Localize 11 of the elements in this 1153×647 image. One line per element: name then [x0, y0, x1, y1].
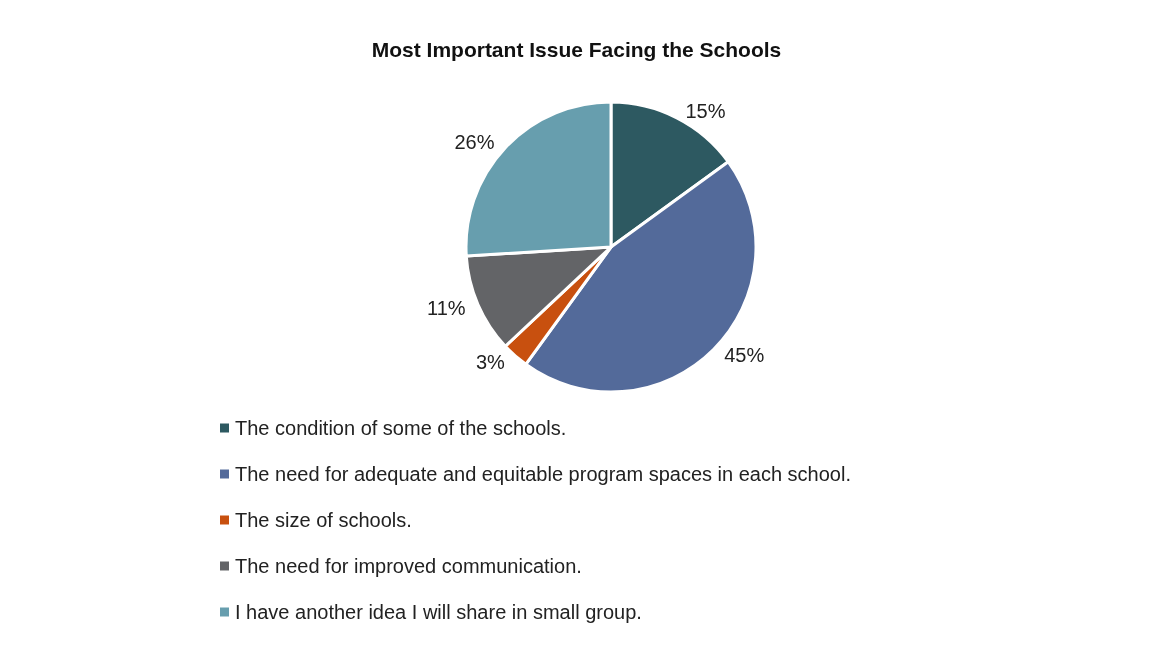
data-label: 11%	[427, 296, 466, 319]
data-label: 45%	[724, 344, 765, 367]
legend-label: The need for improved communication.	[235, 555, 582, 577]
legend-label: The condition of some of the schools.	[235, 417, 567, 439]
chart-title: Most Important Issue Facing the Schools	[371, 38, 782, 61]
legend-label: The size of schools.	[235, 509, 412, 531]
legend-label: I have another idea I will share in small group.	[235, 601, 642, 623]
data-label: 3%	[475, 350, 506, 373]
data-label: 26%	[454, 131, 495, 154]
data-label: 15%	[685, 99, 726, 122]
legend-label: The need for adequate and equitable program spaces in each school.	[235, 463, 851, 485]
